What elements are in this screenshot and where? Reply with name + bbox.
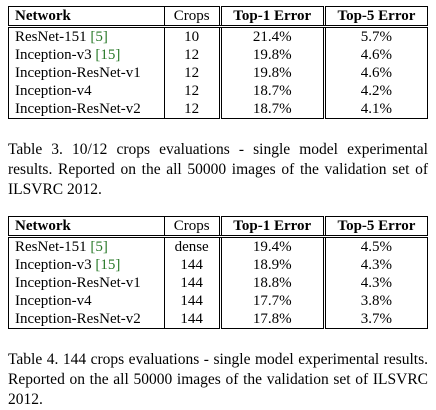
cell-top1: 17.7% bbox=[218, 292, 325, 310]
citation-link[interactable]: [15] bbox=[95, 257, 121, 273]
cell-network: Inception-v3 [15] bbox=[8, 256, 165, 274]
cell-crops: 12 bbox=[163, 100, 221, 119]
cell-top1: 18.8% bbox=[218, 274, 325, 292]
cell-top5: 5.7% bbox=[322, 26, 429, 46]
cell-crops: 10 bbox=[163, 26, 221, 46]
table-row: Inception-v4 12 18.7% 4.2% bbox=[8, 82, 429, 100]
results-table-3: Network Crops Top-1 Error Top-5 Error Re… bbox=[8, 6, 429, 119]
header-network: Network bbox=[8, 6, 165, 28]
cell-crops: 144 bbox=[163, 274, 221, 292]
citation-link[interactable]: [5] bbox=[90, 29, 108, 45]
cell-top1: 21.4% bbox=[218, 26, 325, 46]
table-row: Inception-ResNet-v1 144 18.8% 4.3% bbox=[8, 274, 429, 292]
network-name: Inception-v3 bbox=[15, 47, 92, 63]
cell-network: Inception-ResNet-v2 bbox=[8, 310, 165, 329]
cell-crops: 144 bbox=[163, 256, 221, 274]
cell-top5: 4.2% bbox=[322, 82, 429, 100]
cell-top5: 4.6% bbox=[322, 46, 429, 64]
network-name: Inception-v3 bbox=[15, 257, 92, 273]
cell-top1: 19.4% bbox=[218, 236, 325, 256]
table-row: Inception-ResNet-v1 12 19.8% 4.6% bbox=[8, 64, 429, 82]
cell-top5: 4.3% bbox=[322, 256, 429, 274]
table-4-caption: Table 4. 144 crops evaluations - single … bbox=[8, 351, 428, 408]
table-row: Inception-ResNet-v2 144 17.8% 3.7% bbox=[8, 310, 429, 329]
table-row: Inception-v4 144 17.7% 3.8% bbox=[8, 292, 429, 310]
header-crops: Crops bbox=[163, 216, 221, 238]
cell-network: ResNet-151 [5] bbox=[8, 26, 165, 46]
cell-crops: 12 bbox=[163, 82, 221, 100]
table-row: Inception-ResNet-v2 12 18.7% 4.1% bbox=[8, 100, 429, 119]
header-crops: Crops bbox=[163, 6, 221, 28]
cell-top5: 4.1% bbox=[322, 100, 429, 119]
cell-crops: dense bbox=[163, 236, 221, 256]
table-row: Inception-v3 [15] 144 18.9% 4.3% bbox=[8, 256, 429, 274]
table-3-caption: Table 3. 10/12 crops evaluations - singl… bbox=[8, 141, 428, 198]
cell-network: Inception-ResNet-v2 bbox=[8, 100, 165, 119]
cell-top5: 4.3% bbox=[322, 274, 429, 292]
cell-crops: 12 bbox=[163, 64, 221, 82]
table-header-row: Network Crops Top-1 Error Top-5 Error bbox=[8, 216, 429, 238]
cell-top5: 3.8% bbox=[322, 292, 429, 310]
cell-network: ResNet-151 [5] bbox=[8, 236, 165, 256]
cell-top5: 4.6% bbox=[322, 64, 429, 82]
cell-crops: 12 bbox=[163, 46, 221, 64]
cell-top1: 18.7% bbox=[218, 100, 325, 119]
cell-top1: 18.9% bbox=[218, 256, 325, 274]
network-name: ResNet-151 bbox=[15, 29, 87, 45]
cell-crops: 144 bbox=[163, 310, 221, 329]
table-row: ResNet-151 [5] dense 19.4% 4.5% bbox=[8, 236, 429, 256]
header-network: Network bbox=[8, 216, 165, 238]
citation-link[interactable]: [5] bbox=[90, 239, 108, 255]
header-top1-error: Top-1 Error bbox=[218, 6, 325, 28]
table-header-row: Network Crops Top-1 Error Top-5 Error bbox=[8, 6, 429, 28]
cell-network: Inception-v3 [15] bbox=[8, 46, 165, 64]
cell-crops: 144 bbox=[163, 292, 221, 310]
header-top5-error: Top-5 Error bbox=[322, 6, 429, 28]
table-row: ResNet-151 [5] 10 21.4% 5.7% bbox=[8, 26, 429, 46]
citation-link[interactable]: [15] bbox=[95, 47, 121, 63]
network-name: ResNet-151 bbox=[15, 239, 87, 255]
cell-network: Inception-v4 bbox=[8, 292, 165, 310]
cell-network: Inception-ResNet-v1 bbox=[8, 64, 165, 82]
cell-network: Inception-v4 bbox=[8, 82, 165, 100]
results-table-4: Network Crops Top-1 Error Top-5 Error Re… bbox=[8, 216, 429, 329]
cell-top1: 19.8% bbox=[218, 64, 325, 82]
cell-network: Inception-ResNet-v1 bbox=[8, 274, 165, 292]
header-top1-error: Top-1 Error bbox=[218, 216, 325, 238]
header-top5-error: Top-5 Error bbox=[322, 216, 429, 238]
cell-top5: 4.5% bbox=[322, 236, 429, 256]
table-row: Inception-v3 [15] 12 19.8% 4.6% bbox=[8, 46, 429, 64]
cell-top1: 19.8% bbox=[218, 46, 325, 64]
cell-top1: 17.8% bbox=[218, 310, 325, 329]
cell-top1: 18.7% bbox=[218, 82, 325, 100]
cell-top5: 3.7% bbox=[322, 310, 429, 329]
